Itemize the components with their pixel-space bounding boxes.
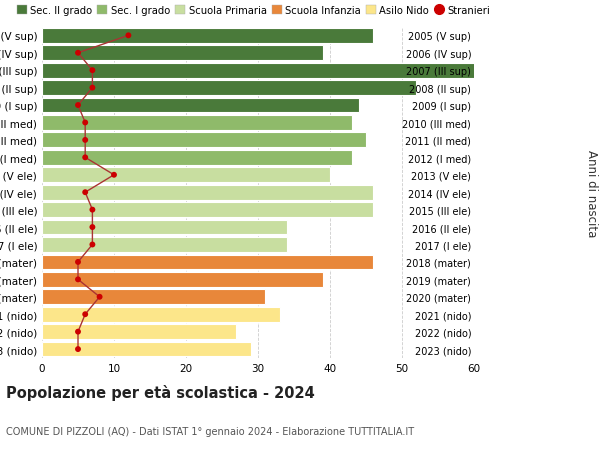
Text: COMUNE DI PIZZOLI (AQ) - Dati ISTAT 1° gennaio 2024 - Elaborazione TUTTITALIA.IT: COMUNE DI PIZZOLI (AQ) - Dati ISTAT 1° g…: [6, 426, 414, 436]
Point: [88, 85, 97, 92]
Bar: [42, 46, 323, 61]
Bar: [42, 220, 287, 235]
Bar: [42, 290, 265, 304]
Bar: [42, 272, 323, 287]
Point: [80, 311, 90, 318]
Point: [88, 67, 97, 75]
Point: [73, 50, 83, 57]
Point: [73, 102, 83, 110]
Point: [73, 328, 83, 336]
Point: [73, 346, 83, 353]
Point: [95, 293, 104, 301]
Bar: [42, 185, 373, 200]
Bar: [42, 116, 352, 131]
Point: [88, 241, 97, 249]
Point: [80, 119, 90, 127]
Point: [73, 259, 83, 266]
Point: [109, 172, 119, 179]
Bar: [42, 151, 352, 165]
Text: Anni di nascita: Anni di nascita: [584, 149, 598, 236]
Bar: [42, 307, 280, 322]
Bar: [42, 29, 373, 44]
Point: [80, 154, 90, 162]
Bar: [42, 81, 416, 96]
Bar: [42, 342, 251, 357]
Bar: [42, 203, 373, 218]
Point: [124, 33, 133, 40]
Point: [80, 137, 90, 144]
Text: Popolazione per età scolastica - 2024: Popolazione per età scolastica - 2024: [6, 384, 315, 400]
Point: [88, 224, 97, 231]
Point: [73, 276, 83, 283]
Point: [88, 207, 97, 214]
Bar: [42, 168, 330, 183]
Bar: [42, 98, 359, 113]
Legend: Sec. II grado, Sec. I grado, Scuola Primaria, Scuola Infanzia, Asilo Nido, Stran: Sec. II grado, Sec. I grado, Scuola Prim…: [17, 6, 490, 16]
Bar: [42, 255, 373, 270]
Bar: [42, 325, 236, 339]
Bar: [42, 238, 287, 252]
Bar: [42, 133, 366, 148]
Bar: [42, 64, 517, 78]
Point: [80, 189, 90, 196]
